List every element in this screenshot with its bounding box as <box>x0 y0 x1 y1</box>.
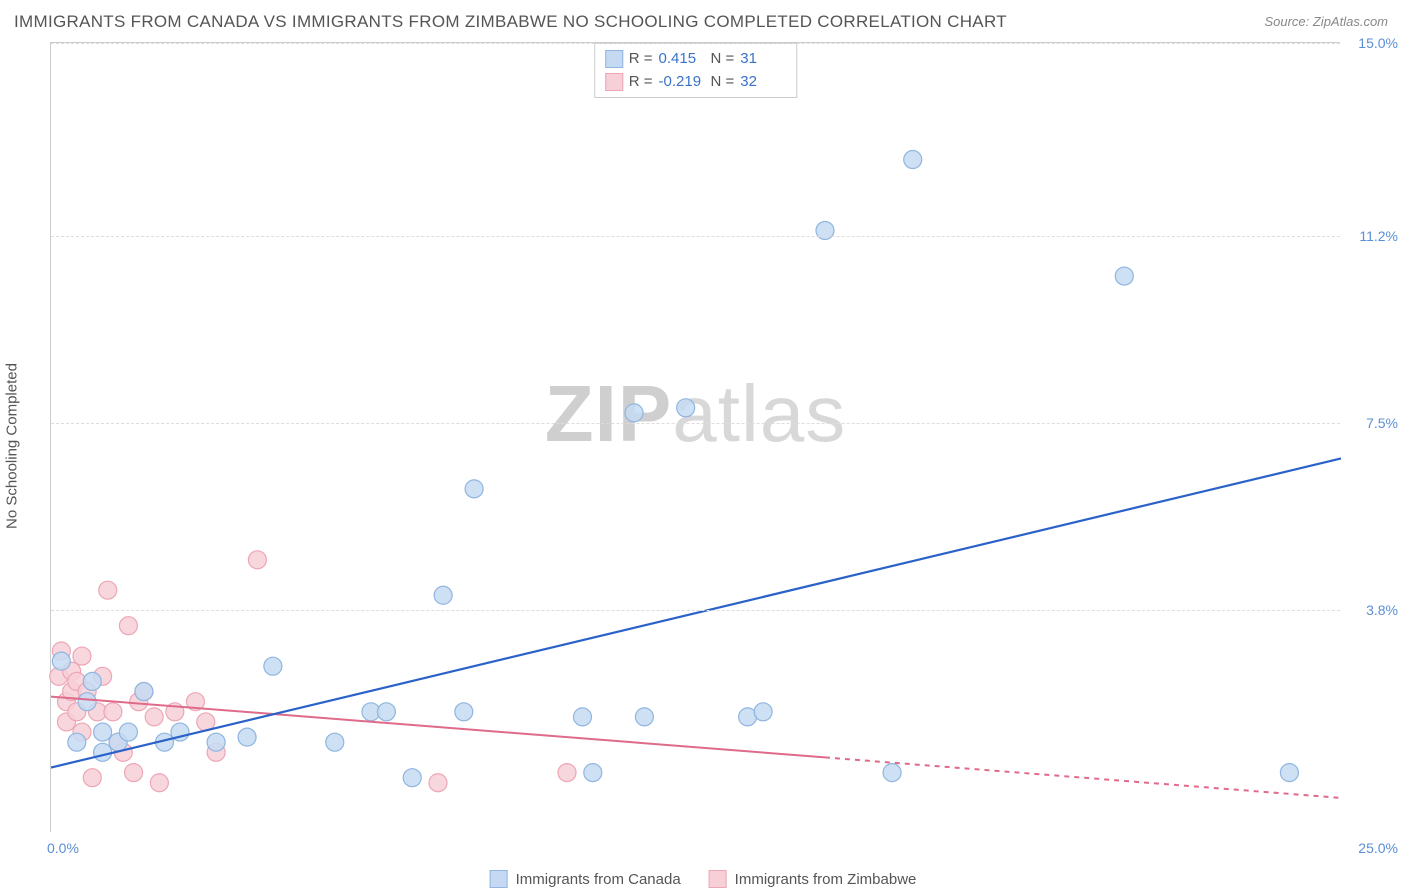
x-tick-label-min: 0.0% <box>47 840 79 856</box>
data-point <box>83 672 101 690</box>
data-point <box>883 764 901 782</box>
data-point <box>326 733 344 751</box>
gridline <box>51 423 1340 424</box>
chart-plot-area: ZIPatlas R =0.415N =31R =-0.219N =32 3.8… <box>50 42 1340 832</box>
data-point <box>207 733 225 751</box>
data-point <box>238 728 256 746</box>
data-point <box>94 723 112 741</box>
data-point <box>264 657 282 675</box>
data-point <box>104 703 122 721</box>
legend-label: Immigrants from Canada <box>516 871 681 888</box>
data-point <box>135 683 153 701</box>
data-point <box>94 743 112 761</box>
data-point <box>754 703 772 721</box>
data-point <box>68 733 86 751</box>
y-tick-label: 11.2% <box>1348 228 1398 244</box>
data-point <box>434 586 452 604</box>
gridline <box>51 43 1340 44</box>
data-point <box>125 764 143 782</box>
data-point <box>119 617 137 635</box>
page-title: IMMIGRANTS FROM CANADA VS IMMIGRANTS FRO… <box>14 12 1007 32</box>
data-point <box>73 647 91 665</box>
gridline <box>51 236 1340 237</box>
legend-swatch <box>709 870 727 888</box>
legend-item: Immigrants from Canada <box>490 870 681 888</box>
source-attribution: Source: ZipAtlas.com <box>1264 14 1388 29</box>
stats-legend-row: R = -0.219 N =32 <box>605 71 787 94</box>
legend-label: Immigrants from Zimbabwe <box>735 871 917 888</box>
legend-swatch <box>605 73 623 91</box>
gridline <box>51 610 1340 611</box>
data-point <box>677 399 695 417</box>
data-point <box>403 769 421 787</box>
data-point <box>558 764 576 782</box>
stats-legend-row: R = 0.415 N =31 <box>605 48 787 71</box>
data-point <box>465 480 483 498</box>
data-point <box>584 764 602 782</box>
data-point <box>145 708 163 726</box>
legend-swatch <box>605 50 623 68</box>
n-label: N = <box>711 71 735 94</box>
n-label: N = <box>711 48 735 71</box>
data-point <box>455 703 473 721</box>
x-tick-label-max: 25.0% <box>1358 840 1398 856</box>
r-label: R = <box>629 71 653 94</box>
chart-svg <box>51 43 1340 832</box>
r-value: -0.219 <box>659 71 705 94</box>
data-point <box>573 708 591 726</box>
n-value: 31 <box>740 48 786 71</box>
stats-legend: R = 0.415 N =31 R = -0.219 N =32 <box>594 43 798 98</box>
data-point <box>248 551 266 569</box>
y-axis-label: No Schooling Completed <box>4 363 21 529</box>
data-point <box>816 221 834 239</box>
r-value: 0.415 <box>659 48 705 71</box>
r-label: R = <box>629 48 653 71</box>
trend-line <box>51 458 1341 767</box>
data-point <box>377 703 395 721</box>
data-point <box>119 723 137 741</box>
trend-line-dashed <box>825 757 1341 798</box>
data-point <box>429 774 447 792</box>
n-value: 32 <box>740 71 786 94</box>
data-point <box>78 693 96 711</box>
data-point <box>625 404 643 422</box>
data-point <box>83 769 101 787</box>
data-point <box>635 708 653 726</box>
data-point <box>52 652 70 670</box>
y-tick-label: 15.0% <box>1348 35 1398 51</box>
data-point <box>150 774 168 792</box>
data-point <box>1115 267 1133 285</box>
legend-swatch <box>490 870 508 888</box>
y-tick-label: 3.8% <box>1348 602 1398 618</box>
data-point <box>904 151 922 169</box>
data-point <box>1280 764 1298 782</box>
data-point <box>99 581 117 599</box>
y-tick-label: 7.5% <box>1348 415 1398 431</box>
bottom-legend: Immigrants from Canada Immigrants from Zi… <box>490 870 917 888</box>
legend-item: Immigrants from Zimbabwe <box>709 870 917 888</box>
